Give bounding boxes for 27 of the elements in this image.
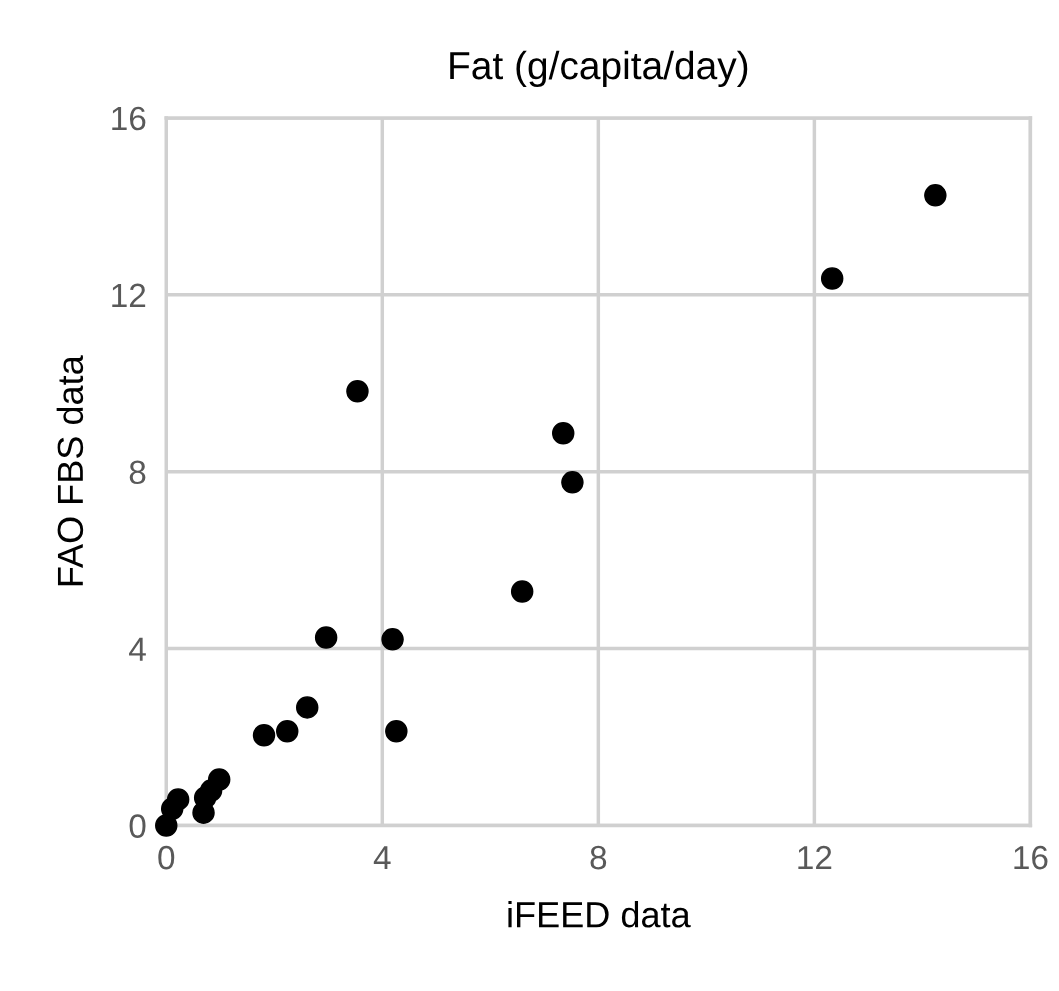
- y-tick-label: 4: [129, 637, 146, 661]
- point: [820, 267, 844, 290]
- y-tick-label: 12: [112, 283, 146, 307]
- point: [346, 380, 369, 403]
- y-axis-title: FAO FBS data: [56, 355, 84, 586]
- x-tick-label: 4: [373, 846, 391, 870]
- chart-title: Fat (g/capita/day): [450, 50, 748, 88]
- point: [510, 580, 534, 603]
- point: [552, 422, 575, 445]
- x-tick-label: 12: [798, 845, 832, 870]
- y-tick-label: 0: [129, 814, 146, 838]
- point: [385, 720, 408, 743]
- point: [924, 184, 947, 207]
- point: [276, 720, 299, 743]
- x-tick-label: 16: [1014, 845, 1048, 870]
- point: [314, 626, 338, 649]
- y-tick-label: 16: [112, 106, 146, 131]
- point: [192, 801, 215, 824]
- point: [381, 628, 404, 651]
- y-tick-label: 8: [129, 460, 146, 485]
- x-tick-label: 8: [590, 845, 607, 870]
- x-axis-title: iFEED data: [508, 901, 691, 928]
- point: [561, 471, 584, 494]
- x-tick-label: 0: [158, 845, 175, 870]
- point: [252, 724, 276, 747]
- point: [155, 814, 178, 837]
- point: [295, 696, 319, 719]
